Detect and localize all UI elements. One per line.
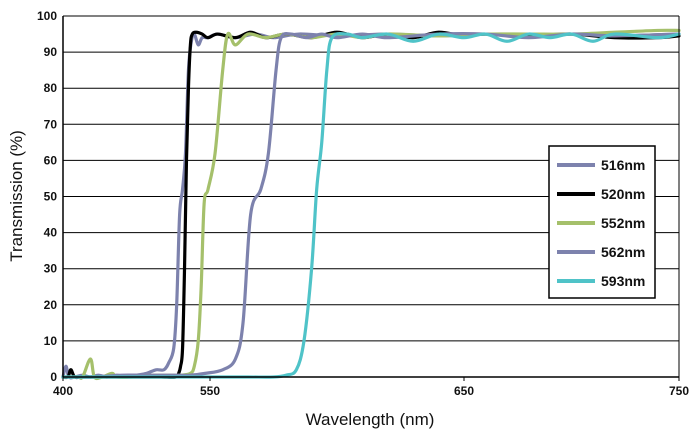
x-tick-label: 400 <box>53 384 73 398</box>
y-tick-label: 70 <box>44 117 58 131</box>
y-tick-label: 50 <box>44 190 58 204</box>
y-tick-label: 30 <box>44 262 58 276</box>
grid <box>63 15 679 378</box>
y-tick-label: 20 <box>44 298 58 312</box>
y-tick-label: 60 <box>44 153 58 167</box>
y-tick-label: 0 <box>50 370 57 384</box>
y-tick-label: 10 <box>44 334 58 348</box>
series-line-562nm <box>61 31 681 379</box>
legend: 516nm 520nm 552nm 562nm 593nm <box>548 145 656 299</box>
legend-label: 552nm <box>601 215 645 231</box>
y-tick-label: 40 <box>44 226 58 240</box>
y-tick-label: 80 <box>44 81 58 95</box>
x-tick-label: 650 <box>454 384 474 398</box>
y-tick-label: 100 <box>37 9 57 23</box>
tick-labels: 0 10 20 30 40 50 60 70 80 90 100 400 550 650 750 <box>37 9 689 398</box>
x-tick-label: 750 <box>669 384 689 398</box>
series-lines <box>61 28 681 381</box>
x-tick-label: 550 <box>200 384 220 398</box>
axes <box>62 16 680 381</box>
legend-label: 520nm <box>601 186 645 202</box>
x-axis-title: Wavelength (nm) <box>306 410 435 429</box>
y-axis-title: Transmission (%) <box>7 130 26 262</box>
legend-label: 593nm <box>601 273 645 289</box>
legend-label: 562nm <box>601 244 645 260</box>
y-tick-label: 90 <box>44 45 58 59</box>
legend-label: 516nm <box>601 157 645 173</box>
